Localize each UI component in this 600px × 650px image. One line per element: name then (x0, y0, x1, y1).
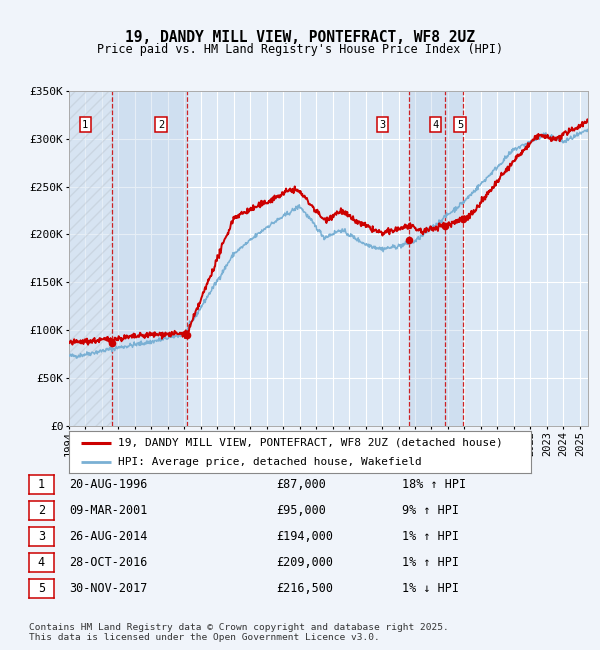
Bar (409, 91, 463, 426)
Text: £209,000: £209,000 (276, 556, 333, 569)
Text: 3: 3 (380, 120, 386, 130)
Text: 2: 2 (38, 504, 45, 517)
Bar (69, 91, 187, 426)
Text: 4: 4 (432, 120, 439, 130)
Text: Price paid vs. HM Land Registry's House Price Index (HPI): Price paid vs. HM Land Registry's House … (97, 43, 503, 56)
Text: £194,000: £194,000 (276, 530, 333, 543)
Bar (69, 91, 112, 426)
Text: 4: 4 (38, 556, 45, 569)
Text: 26-AUG-2014: 26-AUG-2014 (69, 530, 148, 543)
Text: 19, DANDY MILL VIEW, PONTEFRACT, WF8 2UZ: 19, DANDY MILL VIEW, PONTEFRACT, WF8 2UZ (125, 30, 475, 46)
Text: 9% ↑ HPI: 9% ↑ HPI (402, 504, 459, 517)
Text: 18% ↑ HPI: 18% ↑ HPI (402, 478, 466, 491)
Text: 1: 1 (82, 120, 88, 130)
Text: 20-AUG-1996: 20-AUG-1996 (69, 478, 148, 491)
Text: 2: 2 (158, 120, 164, 130)
Text: £95,000: £95,000 (276, 504, 326, 517)
Text: 30-NOV-2017: 30-NOV-2017 (69, 582, 148, 595)
Text: 09-MAR-2001: 09-MAR-2001 (69, 504, 148, 517)
Text: 19, DANDY MILL VIEW, PONTEFRACT, WF8 2UZ (detached house): 19, DANDY MILL VIEW, PONTEFRACT, WF8 2UZ… (118, 438, 502, 448)
Text: 1: 1 (38, 478, 45, 491)
Text: HPI: Average price, detached house, Wakefield: HPI: Average price, detached house, Wake… (118, 457, 421, 467)
Text: 5: 5 (38, 582, 45, 595)
Text: 5: 5 (457, 120, 463, 130)
Text: Contains HM Land Registry data © Crown copyright and database right 2025.
This d: Contains HM Land Registry data © Crown c… (29, 623, 449, 642)
Text: 28-OCT-2016: 28-OCT-2016 (69, 556, 148, 569)
Text: £87,000: £87,000 (276, 478, 326, 491)
Text: 3: 3 (38, 530, 45, 543)
Text: 1% ↓ HPI: 1% ↓ HPI (402, 582, 459, 595)
Text: 1% ↑ HPI: 1% ↑ HPI (402, 530, 459, 543)
Text: £216,500: £216,500 (276, 582, 333, 595)
Text: 1% ↑ HPI: 1% ↑ HPI (402, 556, 459, 569)
